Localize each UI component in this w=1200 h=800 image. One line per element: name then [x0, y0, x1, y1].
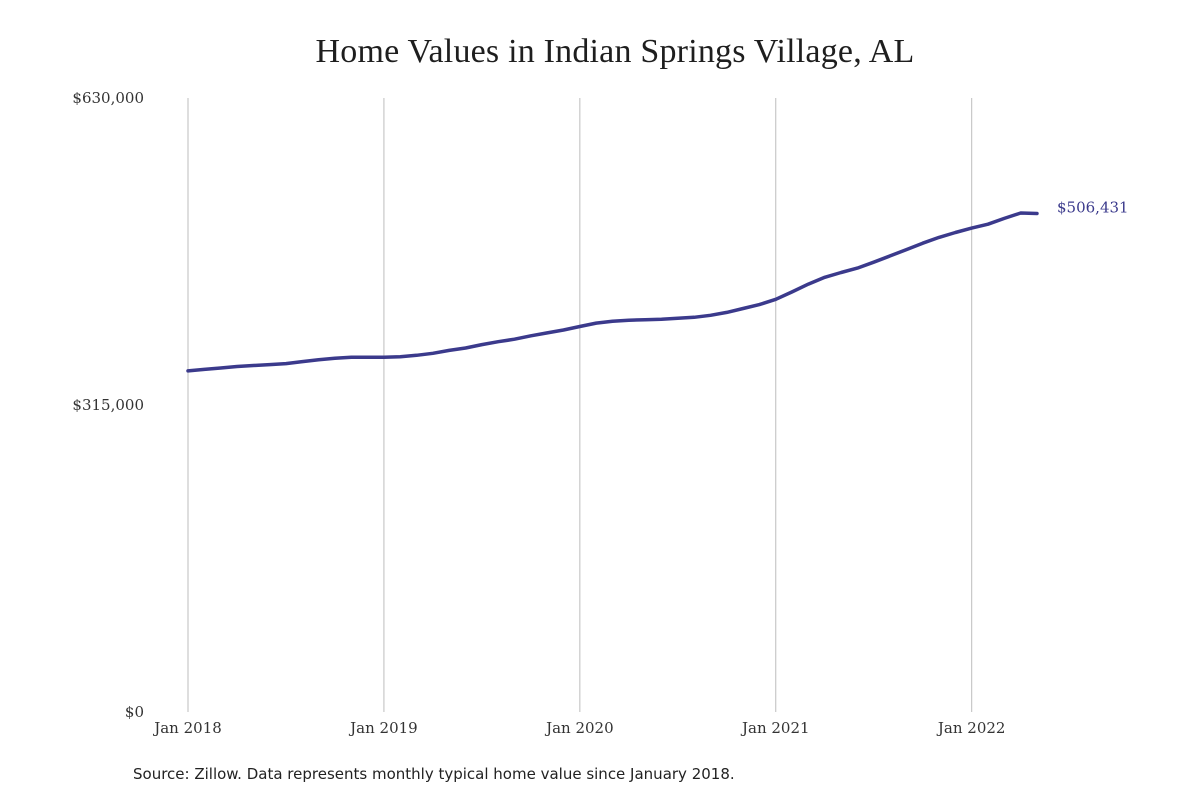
y-tick-label: $315,000: [72, 396, 144, 414]
end-value-label: $506,431: [1057, 198, 1129, 216]
annotation-layer: $506,431: [1057, 198, 1129, 216]
x-tick-label: Jan 2022: [936, 719, 1006, 737]
chart-title: Home Values in Indian Springs Village, A…: [315, 33, 915, 70]
x-tick-label: Jan 2019: [348, 719, 418, 737]
y-axis: $630,000 $315,000 $0: [72, 89, 144, 721]
source-note: Source: Zillow. Data represents monthly …: [133, 765, 735, 783]
y-tick-label: $630,000: [72, 89, 144, 107]
x-tick-label: Jan 2020: [544, 719, 614, 737]
series-line-home-values: [186, 211, 1039, 373]
series-layer: [186, 211, 1039, 373]
x-axis: Jan 2018 Jan 2019 Jan 2020 Jan 2021 Jan 2022: [152, 719, 1005, 737]
y-tick-label: $0: [125, 703, 144, 721]
x-tick-label: Jan 2018: [152, 719, 222, 737]
x-tick-label: Jan 2021: [740, 719, 810, 737]
gridlines: [187, 98, 973, 712]
